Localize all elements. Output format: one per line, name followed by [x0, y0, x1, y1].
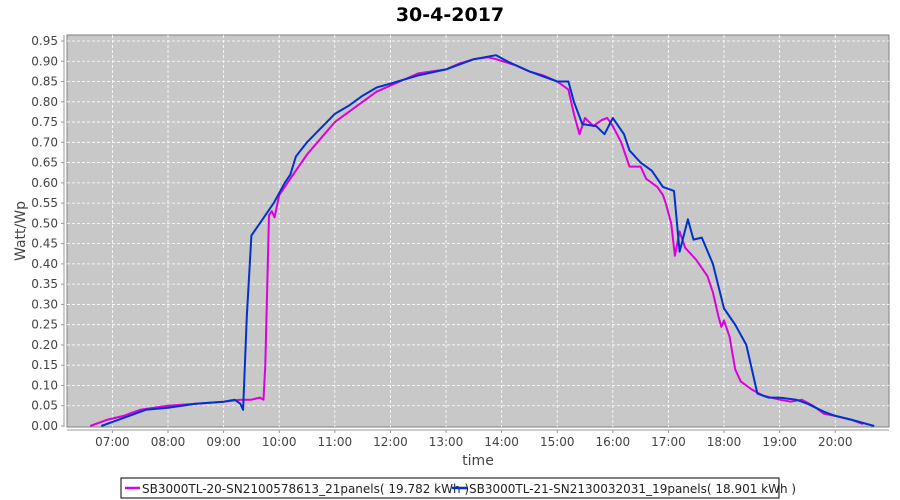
x-tick-label: 13:00: [429, 435, 464, 449]
y-tick-label: 0.80: [31, 95, 58, 109]
y-tick-label: 0.70: [31, 135, 58, 149]
y-tick-label: 0.15: [31, 358, 58, 372]
y-tick-label: 0.50: [31, 216, 58, 230]
y-tick-label: 0.95: [31, 34, 58, 48]
x-tick-label: 10:00: [262, 435, 297, 449]
y-tick-label: 0.55: [31, 196, 58, 210]
x-tick-label: 19:00: [762, 435, 797, 449]
y-tick-label: 0.10: [31, 378, 58, 392]
legend: SB3000TL-20-SN2100578613_21panels( 19.78…: [120, 477, 796, 499]
series-line-0: [89, 56, 864, 427]
y-tick-label: 0.85: [31, 75, 58, 89]
legend-label-1: SB3000TL-21-SN2130032031_19panels( 18.90…: [469, 482, 796, 496]
y-tick-label: 0.20: [31, 338, 58, 352]
x-tick-label: 08:00: [151, 435, 186, 449]
y-tick-label: 0.30: [31, 297, 58, 311]
x-tick-label: 12:00: [373, 435, 408, 449]
y-tick-label: 0.90: [31, 54, 58, 68]
y-tick-label: 0.35: [31, 277, 58, 291]
y-ticks: 0.00 0.05 0.10 0.15 0.20 0.25 0.30 0.35 0.40 0.45…: [31, 34, 64, 433]
y-tick-label: 0.75: [31, 115, 58, 129]
x-axis-label: time: [462, 453, 494, 469]
y-tick-label: 0.40: [31, 257, 58, 271]
legend-label-0: SB3000TL-20-SN2100578613_21panels( 19.78…: [142, 482, 469, 496]
x-tick-label: 20:00: [818, 435, 853, 449]
y-tick-label: 0.45: [31, 237, 58, 251]
y-tick-label: 0.05: [31, 399, 58, 413]
x-tick-label: 15:00: [540, 435, 575, 449]
legend-box: [120, 477, 780, 499]
plot-area: [66, 34, 890, 428]
y-axis-label: Watt/Wp: [13, 201, 29, 261]
y-tick-label: 0.25: [31, 318, 58, 332]
x-tick-label: 07:00: [95, 435, 130, 449]
series-lines: [89, 54, 875, 427]
y-tick-label: 0.60: [31, 176, 58, 190]
x-tick-label: 14:00: [484, 435, 519, 449]
x-tick-label: 16:00: [596, 435, 631, 449]
x-ticks: 07:00 08:00 09:00 10:00 11:00 12:00 13:00 14:00…: [95, 430, 853, 449]
series-line-1: [100, 54, 875, 427]
y-tick-label: 0.00: [31, 419, 58, 433]
x-tick-label: 18:00: [707, 435, 742, 449]
grid: [67, 35, 889, 427]
chart-title: 30-4-2017: [396, 4, 504, 26]
x-tick-label: 11:00: [318, 435, 353, 449]
x-tick-label: 09:00: [206, 435, 241, 449]
axes: [63, 35, 889, 431]
y-tick-label: 0.65: [31, 156, 58, 170]
x-tick-label: 17:00: [651, 435, 686, 449]
